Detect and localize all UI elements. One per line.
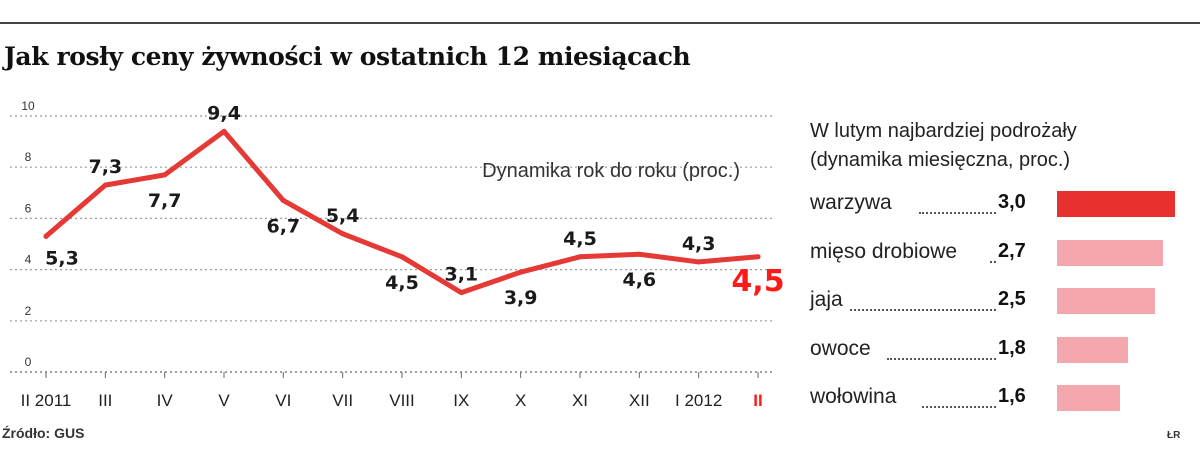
y-tick-label: 0 bbox=[25, 355, 32, 369]
side-bar bbox=[1057, 337, 1128, 363]
data-label: 4,5 bbox=[731, 264, 784, 299]
leader-dots bbox=[850, 309, 996, 311]
data-label: 4,6 bbox=[622, 269, 656, 291]
data-label: 6,7 bbox=[266, 215, 300, 237]
y-tick-label: 8 bbox=[25, 150, 32, 164]
x-tick-label: IX bbox=[453, 391, 469, 410]
side-bar-value: 1,6 bbox=[998, 385, 1026, 407]
side-chart-title: W lutym najbardziej podrożały (dynamika … bbox=[810, 117, 1190, 175]
data-point bbox=[162, 172, 168, 178]
data-point bbox=[518, 269, 524, 275]
side-bar-value: 2,5 bbox=[998, 288, 1026, 310]
data-label: 4,5 bbox=[563, 228, 597, 250]
side-title-line-2: (dynamika miesięczna, proc.) bbox=[810, 149, 1071, 171]
x-tick-label: VII bbox=[332, 391, 353, 410]
chart-title: Jak rosły ceny żywności w ostatnich 12 m… bbox=[4, 42, 691, 71]
source-note: Źródło: GUS bbox=[2, 425, 85, 441]
x-tick-label: II bbox=[753, 391, 762, 410]
data-point bbox=[280, 197, 286, 203]
top-rule bbox=[0, 22, 1200, 24]
data-point bbox=[636, 251, 642, 257]
leader-dots bbox=[919, 212, 996, 214]
side-bar bbox=[1057, 240, 1164, 266]
data-label: 4,5 bbox=[385, 272, 419, 294]
side-bar bbox=[1057, 191, 1175, 217]
x-tick-label: III bbox=[98, 391, 112, 410]
x-tick-label: VI bbox=[275, 391, 291, 410]
x-tick-label: XII bbox=[629, 391, 650, 410]
data-point bbox=[755, 254, 761, 260]
x-tick-label: X bbox=[515, 391, 526, 410]
leader-dots bbox=[990, 261, 996, 263]
y-tick-label: 6 bbox=[25, 201, 32, 215]
data-label: 9,4 bbox=[207, 102, 241, 124]
side-bar-value: 1,8 bbox=[998, 337, 1026, 359]
data-label: 4,3 bbox=[682, 233, 716, 255]
y-tick-label: 4 bbox=[25, 253, 32, 267]
side-bar-value: 2,7 bbox=[998, 240, 1026, 262]
data-label: 5,4 bbox=[326, 205, 360, 227]
x-tick-label: I 2012 bbox=[675, 391, 722, 410]
author-credit: ŁR bbox=[1167, 430, 1181, 441]
side-bar-row: warzywa 3,0 bbox=[810, 191, 1180, 219]
side-bar-label: wołowina bbox=[810, 385, 897, 408]
x-tick-label: II 2011 bbox=[21, 391, 72, 410]
data-point bbox=[577, 254, 583, 260]
side-bar-row: jaja 2,5 bbox=[810, 288, 1180, 316]
data-point bbox=[458, 290, 464, 296]
side-bar-row: wołowina 1,6 bbox=[810, 385, 1180, 413]
side-bar-value: 3,0 bbox=[998, 191, 1026, 213]
data-point bbox=[221, 128, 227, 134]
leader-dots bbox=[922, 406, 996, 408]
data-label: 5,3 bbox=[45, 247, 79, 269]
data-point bbox=[696, 259, 702, 265]
side-bar-label: owoce bbox=[810, 337, 871, 360]
leader-dots bbox=[887, 358, 996, 360]
data-point bbox=[340, 231, 346, 237]
data-point bbox=[102, 182, 108, 188]
data-label: 7,3 bbox=[88, 156, 122, 178]
side-bar-label: warzywa bbox=[810, 191, 892, 214]
x-tick-label: IV bbox=[157, 391, 174, 410]
side-title-line-1: W lutym najbardziej podrożały bbox=[810, 120, 1077, 142]
x-tick-label: XI bbox=[572, 391, 588, 410]
data-label: 3,9 bbox=[504, 287, 538, 309]
y-tick-label: 2 bbox=[25, 304, 32, 318]
side-bar bbox=[1057, 288, 1156, 314]
y-tick-label: 10 bbox=[21, 99, 35, 113]
x-tick-label: V bbox=[218, 391, 230, 410]
data-label: 7,7 bbox=[148, 190, 182, 212]
data-label: 3,1 bbox=[444, 264, 478, 286]
side-bar-row: mięso drobiowe 2,7 bbox=[810, 240, 1180, 268]
side-bar-row: owoce 1,8 bbox=[810, 337, 1180, 365]
data-point bbox=[43, 233, 49, 239]
side-bar-label: mięso drobiowe bbox=[810, 240, 958, 263]
data-point bbox=[399, 254, 405, 260]
chart-subtitle: Dynamika rok do roku (proc.) bbox=[482, 160, 740, 182]
line-chart: 0 2 4 6 8 10 II 2011 III IV V VI VII VIII IX X XI XII I 2… bbox=[10, 99, 785, 410]
side-bar-label: jaja bbox=[810, 288, 843, 311]
x-tick-label: VIII bbox=[389, 391, 415, 410]
side-bar bbox=[1057, 385, 1120, 411]
